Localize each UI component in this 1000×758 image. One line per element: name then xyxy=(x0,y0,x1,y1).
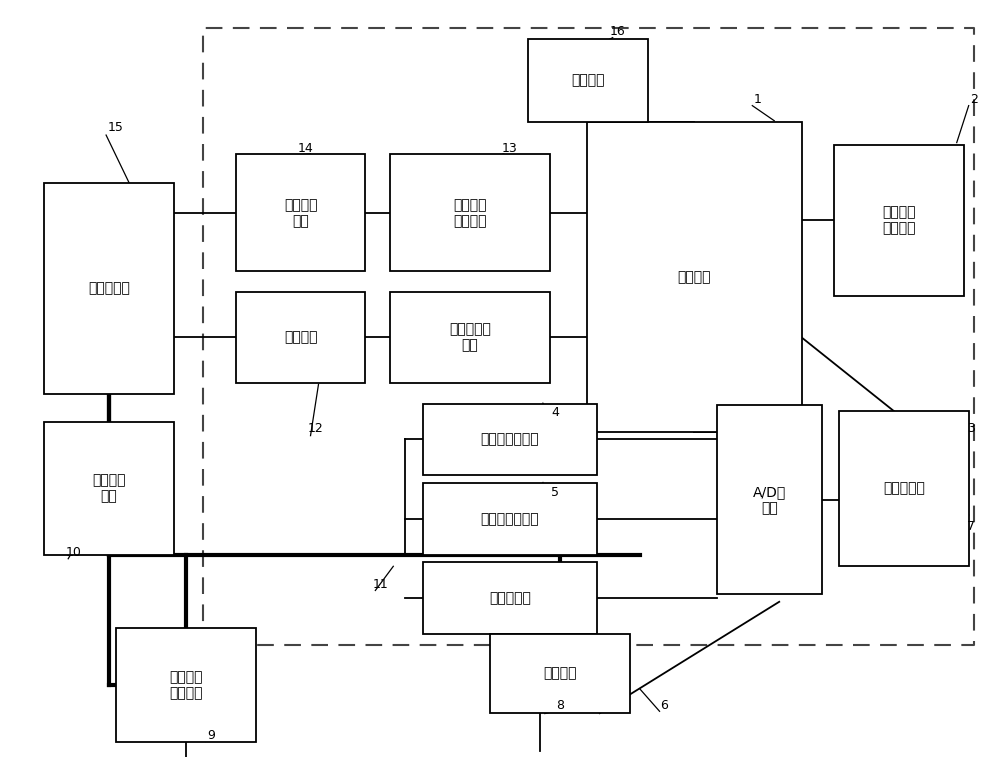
Text: 步进电机驱
动器: 步进电机驱 动器 xyxy=(449,322,491,352)
Text: 2: 2 xyxy=(970,93,978,106)
Text: 步进电机: 步进电机 xyxy=(284,330,317,344)
Text: 3: 3 xyxy=(967,421,975,434)
Bar xyxy=(423,483,597,555)
Text: 5: 5 xyxy=(551,486,559,499)
Bar xyxy=(44,422,174,555)
Text: 12: 12 xyxy=(308,421,323,434)
Bar xyxy=(423,403,597,475)
Bar xyxy=(490,634,630,713)
Bar xyxy=(116,628,256,741)
Text: 1: 1 xyxy=(753,93,761,106)
Text: 直流电压检测器: 直流电压检测器 xyxy=(481,432,539,446)
Bar xyxy=(390,292,550,383)
Text: 燃油发电机: 燃油发电机 xyxy=(88,281,130,296)
Text: 整流滤波
模块: 整流滤波 模块 xyxy=(92,474,126,503)
Text: 微处理器: 微处理器 xyxy=(678,270,711,284)
Bar xyxy=(587,122,802,432)
Text: A/D转
换器: A/D转 换器 xyxy=(753,484,786,515)
Bar xyxy=(528,39,648,122)
Bar xyxy=(423,562,597,634)
Text: 9: 9 xyxy=(207,729,215,742)
Text: 10: 10 xyxy=(65,547,81,559)
Text: 温度检测器: 温度检测器 xyxy=(489,591,531,605)
Bar xyxy=(390,155,550,271)
Bar xyxy=(717,406,822,594)
Text: 6: 6 xyxy=(661,699,668,712)
Text: 16: 16 xyxy=(610,25,626,38)
Text: 报警模块: 报警模块 xyxy=(571,74,605,88)
Text: 电子开关
模块: 电子开关 模块 xyxy=(284,198,317,228)
Text: 电动车驱
动控制器: 电动车驱 动控制器 xyxy=(169,670,203,700)
Text: 角度检测器: 角度检测器 xyxy=(883,481,925,496)
Text: 直流电流检测器: 直流电流检测器 xyxy=(481,512,539,526)
Bar xyxy=(236,292,365,383)
Bar xyxy=(834,145,964,296)
Text: 13: 13 xyxy=(502,143,518,155)
Text: 7: 7 xyxy=(967,520,975,533)
Text: 电门锁状
态检测器: 电门锁状 态检测器 xyxy=(882,205,916,236)
Text: 8: 8 xyxy=(556,699,564,712)
Bar xyxy=(236,155,365,271)
Text: 4: 4 xyxy=(551,406,559,419)
Text: 蓄电池组: 蓄电池组 xyxy=(543,666,577,681)
Text: 15: 15 xyxy=(108,121,124,134)
Text: 发电机启
停驱动器: 发电机启 停驱动器 xyxy=(453,198,487,228)
Text: 11: 11 xyxy=(372,578,388,591)
Bar xyxy=(44,183,174,394)
Text: 14: 14 xyxy=(298,143,313,155)
Bar xyxy=(839,411,969,566)
